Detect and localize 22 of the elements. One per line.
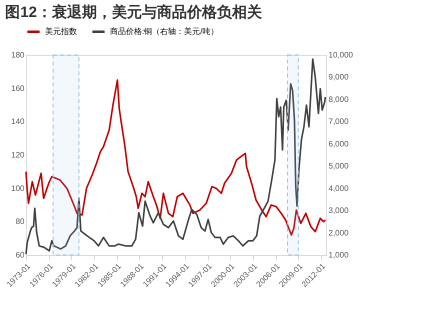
line-series [25, 58, 326, 255]
y-tick-label: 180 [11, 50, 26, 60]
y-tick-label: 80 [16, 217, 26, 226]
y2-tick-label: 8,000 [328, 94, 350, 104]
y2-tick-label: 2,000 [328, 228, 350, 238]
y-tick-label: 120 [11, 150, 26, 160]
y2-tick-label: 7,000 [328, 117, 350, 126]
legend-label: 商品价格:铜（右轴：美元/吨） [110, 26, 218, 36]
y2-tick-label: 4,000 [328, 184, 350, 193]
chart-title: 图12：衰退期，美元与商品价格负相关 [5, 3, 262, 21]
y-tick-label: 160 [11, 84, 26, 93]
y2-tick-label: 9,000 [328, 72, 350, 82]
y2-tick-label: 1,000 [328, 250, 350, 260]
y2-tick-label: 3,000 [328, 206, 350, 216]
line-series [25, 79, 326, 236]
y-tick-label: 140 [11, 117, 26, 126]
legend-label: 美元指数 [45, 26, 77, 36]
y2-tick-label: 5,000 [328, 162, 350, 171]
y-tick-label: 60 [16, 250, 26, 260]
y2-tick-label: 6,000 [328, 139, 350, 148]
y2-tick-label: 10,000 [328, 50, 354, 60]
y-tick-label: 100 [11, 184, 26, 193]
